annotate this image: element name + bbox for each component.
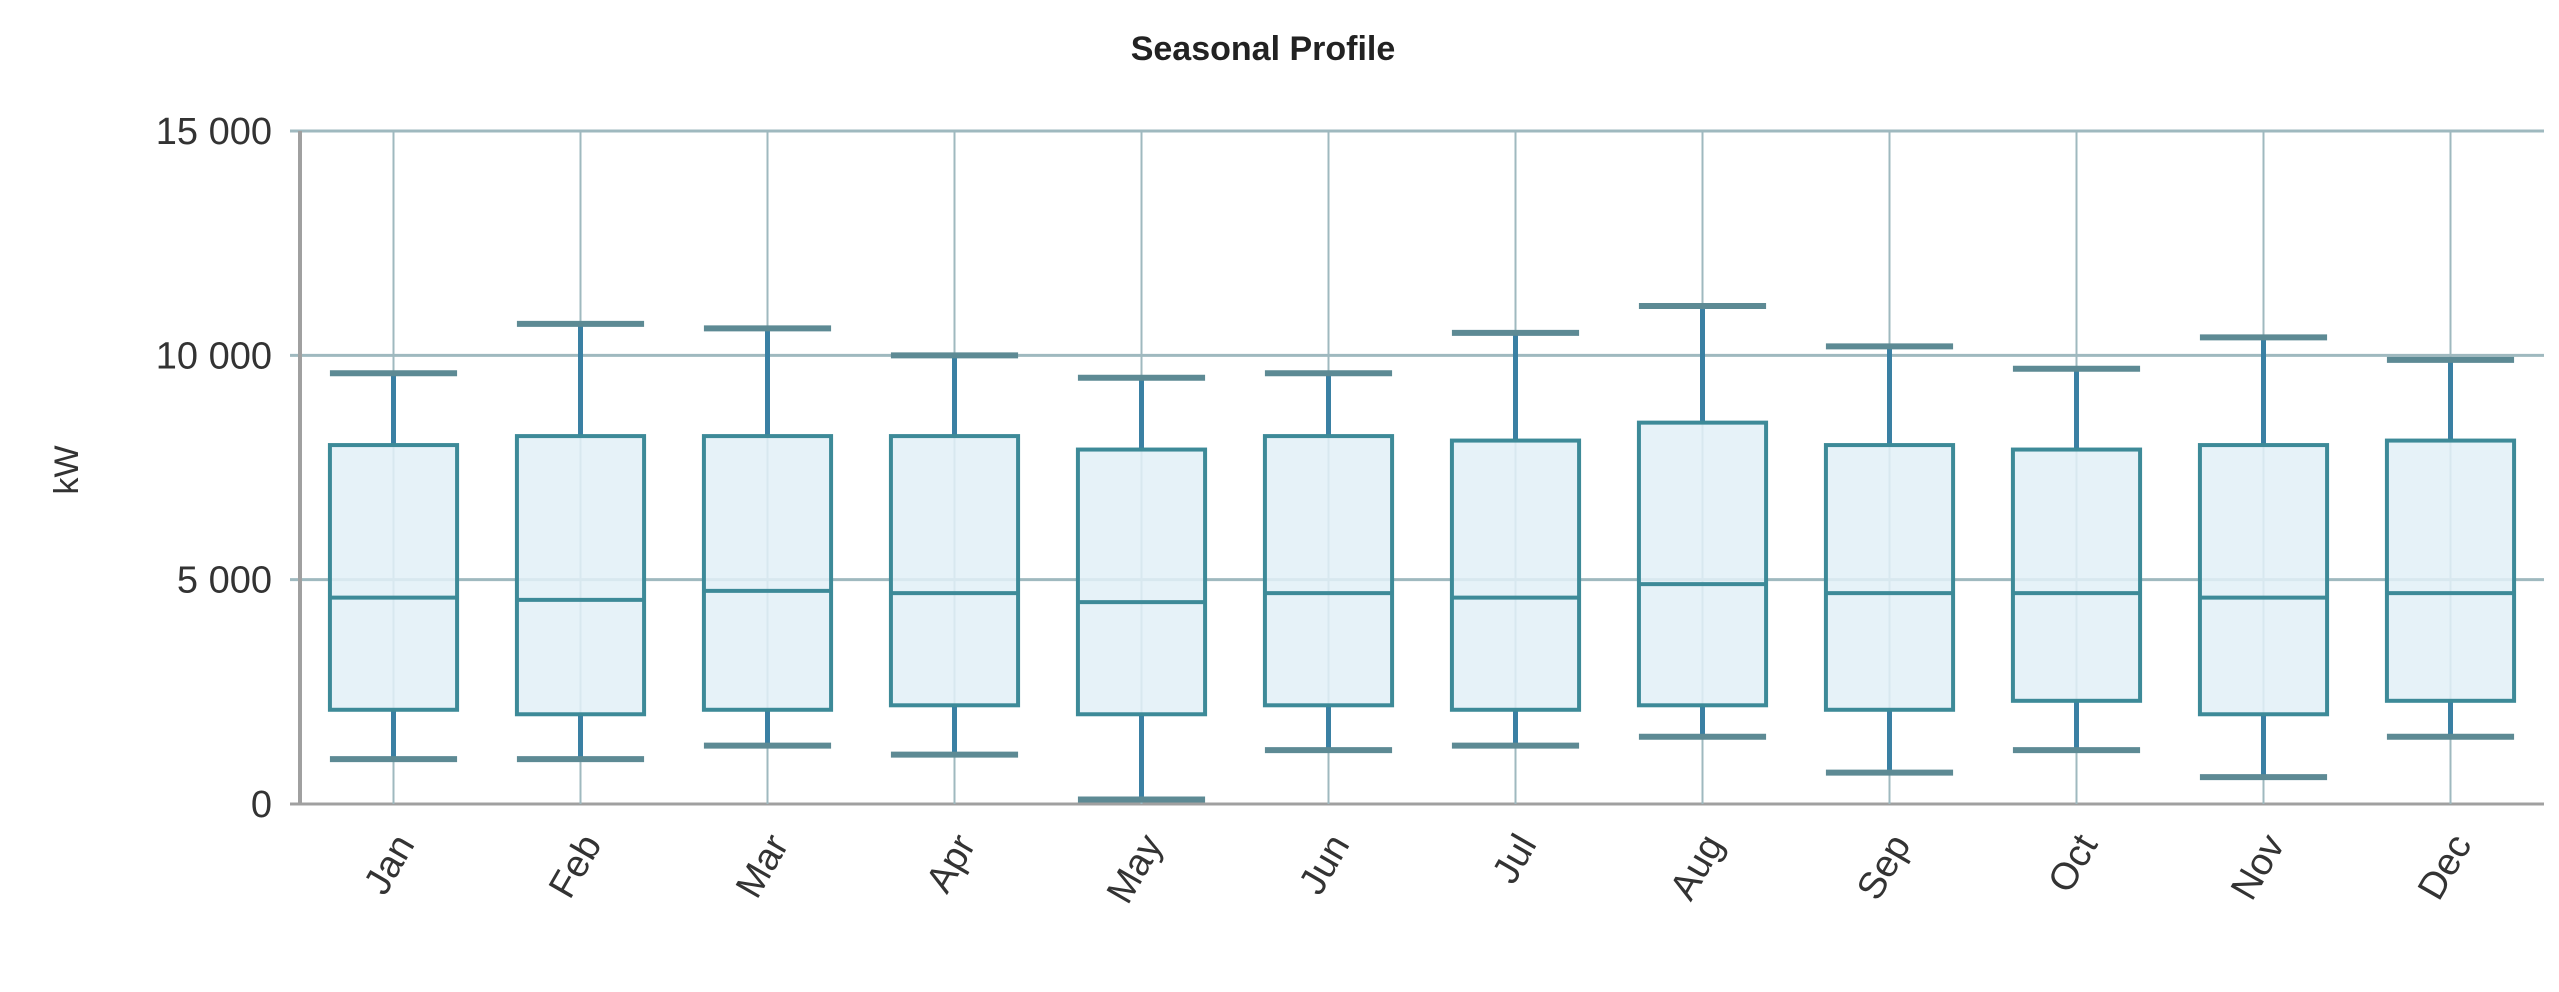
box-dec <box>2384 356 2517 740</box>
box-sep <box>1823 343 1956 776</box>
box-feb <box>514 320 647 763</box>
y-tick-label: 10 000 <box>156 335 272 377</box>
iqr-box <box>1823 443 1956 712</box>
box-jan <box>327 370 460 763</box>
x-tick-label: Jul <box>1485 828 1546 891</box>
box-apr <box>888 352 1021 758</box>
iqr-box <box>1075 447 1208 717</box>
x-tick-label: Apr <box>918 827 984 900</box>
box-jun <box>1262 370 1395 754</box>
box-nov <box>2197 334 2330 781</box>
x-tick-label: May <box>1099 828 1171 911</box>
x-tick-label: Nov <box>2223 828 2293 908</box>
iqr-box <box>888 434 1021 708</box>
y-tick-label: 5 000 <box>177 560 272 602</box>
box-may <box>1075 374 1208 803</box>
y-axis-ticks: 0 5 000 10 000 15 000 <box>156 111 272 826</box>
chart-title: Seasonal Profile <box>1131 30 1396 68</box>
iqr-box <box>2384 438 2517 703</box>
iqr-box <box>514 434 647 717</box>
box-jul <box>1449 329 1582 749</box>
x-tick-label: Sep <box>1849 828 1919 908</box>
iqr-box <box>1636 420 1769 708</box>
x-tick-label: Jan <box>356 828 423 902</box>
iqr-box <box>327 443 460 712</box>
y-tick-label: 15 000 <box>156 111 272 153</box>
x-tick-label: Dec <box>2410 828 2480 908</box>
iqr-box <box>2197 443 2330 717</box>
x-tick-label: Feb <box>541 828 610 906</box>
iqr-box <box>701 434 834 712</box>
iqr-box <box>2010 447 2143 703</box>
iqr-box <box>1262 434 1395 708</box>
x-tick-label: Mar <box>728 827 797 905</box>
box-mar <box>701 325 834 749</box>
x-tick-label: Oct <box>2040 827 2106 900</box>
iqr-box <box>1449 438 1582 712</box>
x-tick-label: Jun <box>1291 828 1358 902</box>
y-axis-label: kW <box>48 445 86 494</box>
x-axis-ticks: Jan Feb Mar Apr May Jun Jul Aug Sep Oct Nov Dec <box>356 827 2480 911</box>
box-oct <box>2010 365 2143 754</box>
boxes <box>327 302 2517 803</box>
x-tick-label: Aug <box>1662 828 1732 908</box>
y-tick-label: 0 <box>251 784 272 826</box>
box-aug <box>1636 302 1769 740</box>
